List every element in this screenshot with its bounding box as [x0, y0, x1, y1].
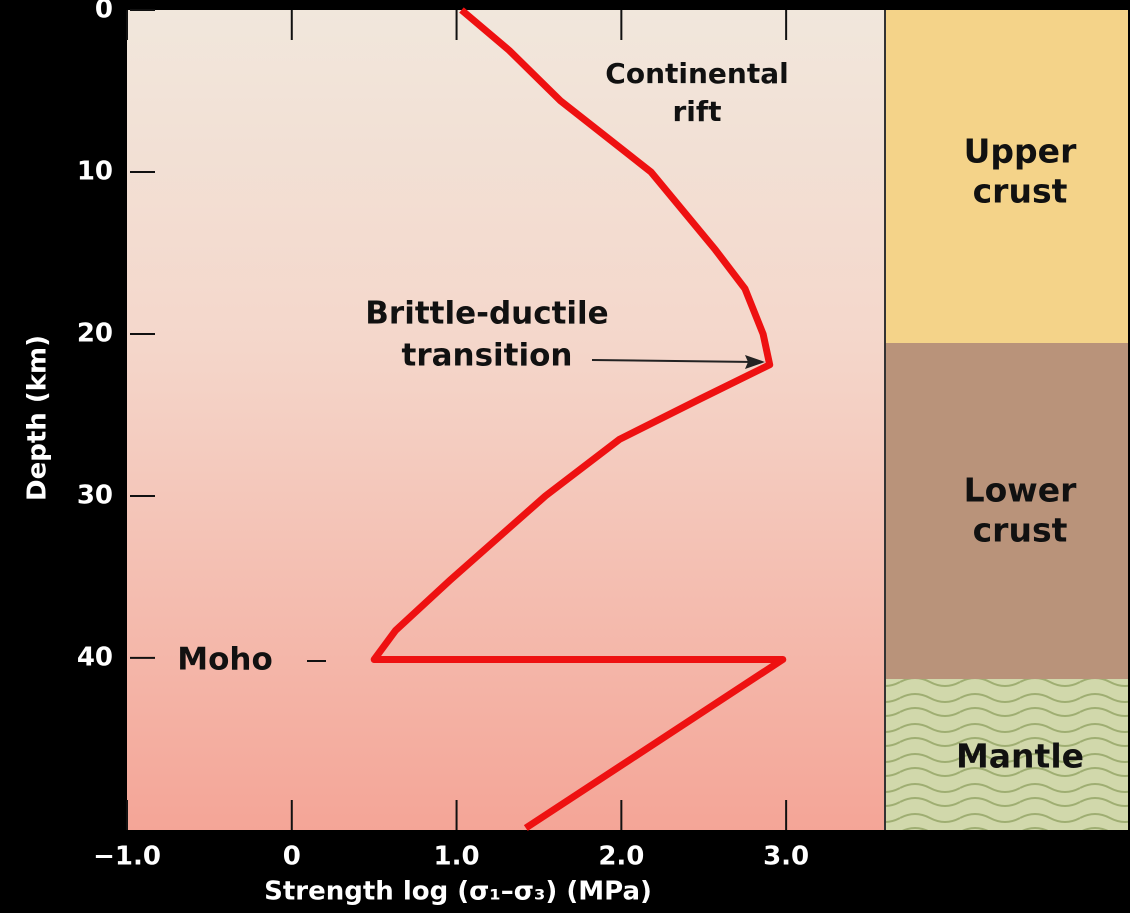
mantle-layer: [885, 679, 1128, 830]
arrow-head: [745, 355, 765, 369]
layer-label: crust: [973, 511, 1068, 550]
arrow: [591, 359, 756, 363]
x-tick-label: 0: [283, 842, 301, 872]
layer-label: Lower: [964, 471, 1078, 510]
y-tick-label: 40: [77, 642, 113, 672]
annotation: Moho: [177, 642, 273, 678]
x-tick-label: 2.0: [598, 842, 644, 872]
annotation: rift: [673, 95, 722, 128]
y-axis-title: Depth (km): [23, 335, 53, 501]
x-tick-label: −1.0: [93, 842, 161, 872]
y-tick-label: 30: [77, 480, 113, 510]
lower-crust-layer: [885, 343, 1128, 679]
annotation: Continental: [605, 57, 788, 90]
layer-label: crust: [973, 172, 1068, 211]
annotation: Brittle-ductile: [365, 296, 608, 332]
layer-label: Mantle: [956, 737, 1084, 776]
x-tick-label: 3.0: [763, 842, 809, 872]
y-tick-label: 10: [77, 156, 113, 186]
layer-label: Upper: [964, 132, 1077, 171]
y-tick-label: 20: [77, 318, 113, 348]
upper-crust-layer: [885, 10, 1128, 343]
y-tick-label: 0: [95, 0, 113, 25]
x-tick-label: 1.0: [434, 842, 480, 872]
plot-area: [127, 10, 885, 830]
annotation: transition: [402, 338, 573, 374]
strength-line: [370, 7, 787, 831]
x-axis-title: Strength log (σ₁–σ₃) (MPa): [264, 877, 652, 907]
